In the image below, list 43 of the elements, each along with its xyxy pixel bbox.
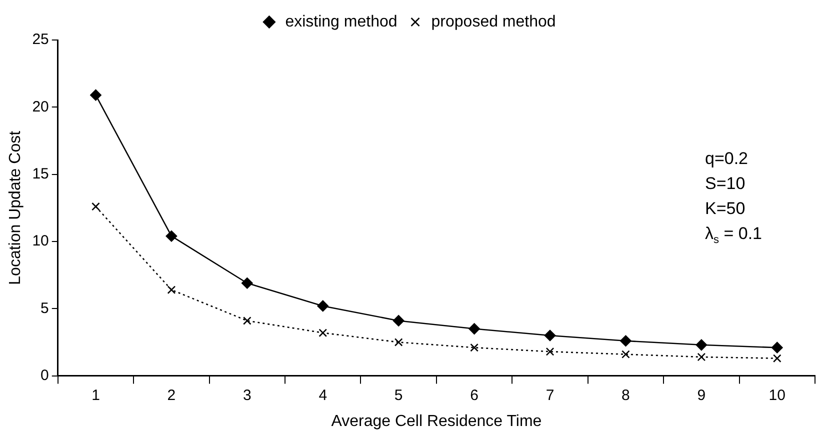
point — [544, 330, 556, 342]
x-tick-label: 9 — [697, 386, 706, 404]
legend-label: existing method — [285, 13, 398, 30]
point — [167, 286, 176, 294]
annotation: K=50 — [705, 199, 746, 218]
x-tick-label: 8 — [622, 386, 630, 404]
point — [90, 89, 102, 101]
annotation: S=10 — [705, 174, 746, 193]
y-tick-label: 0 — [40, 366, 49, 384]
x-tick-label: 5 — [394, 386, 403, 404]
point — [772, 354, 782, 363]
point — [318, 328, 328, 338]
point — [166, 230, 178, 242]
y-axis-title: Location Update Cost — [7, 130, 24, 285]
x-tick-label: 10 — [768, 386, 786, 404]
annotation: q=0.2 — [705, 149, 748, 168]
point — [470, 343, 478, 352]
point — [696, 339, 708, 351]
y-tick-label: 20 — [32, 98, 49, 116]
x-tick-label: 2 — [167, 386, 176, 404]
y-tick-label: 15 — [32, 165, 49, 182]
point — [242, 316, 252, 325]
point — [468, 323, 480, 334]
point — [620, 335, 632, 347]
x-tick-label: 1 — [92, 386, 100, 404]
point — [317, 300, 329, 312]
x-tick-label: 7 — [546, 386, 554, 404]
y-tick-label: 5 — [40, 300, 49, 317]
legend-label: proposed method — [431, 13, 556, 30]
point — [92, 202, 100, 211]
point — [394, 338, 403, 346]
x-axis-title: Average Cell Residence Time — [331, 412, 542, 430]
point — [771, 342, 783, 354]
x-tick-label: 6 — [470, 386, 478, 404]
x-tick-label: 4 — [318, 386, 328, 404]
y-tick-label: 10 — [32, 232, 49, 250]
point — [697, 352, 706, 362]
point — [546, 347, 554, 356]
point — [242, 277, 253, 289]
y-tick-label: 25 — [32, 31, 49, 48]
point — [392, 315, 404, 326]
x-tick-label: 3 — [242, 386, 252, 404]
point — [622, 350, 630, 358]
